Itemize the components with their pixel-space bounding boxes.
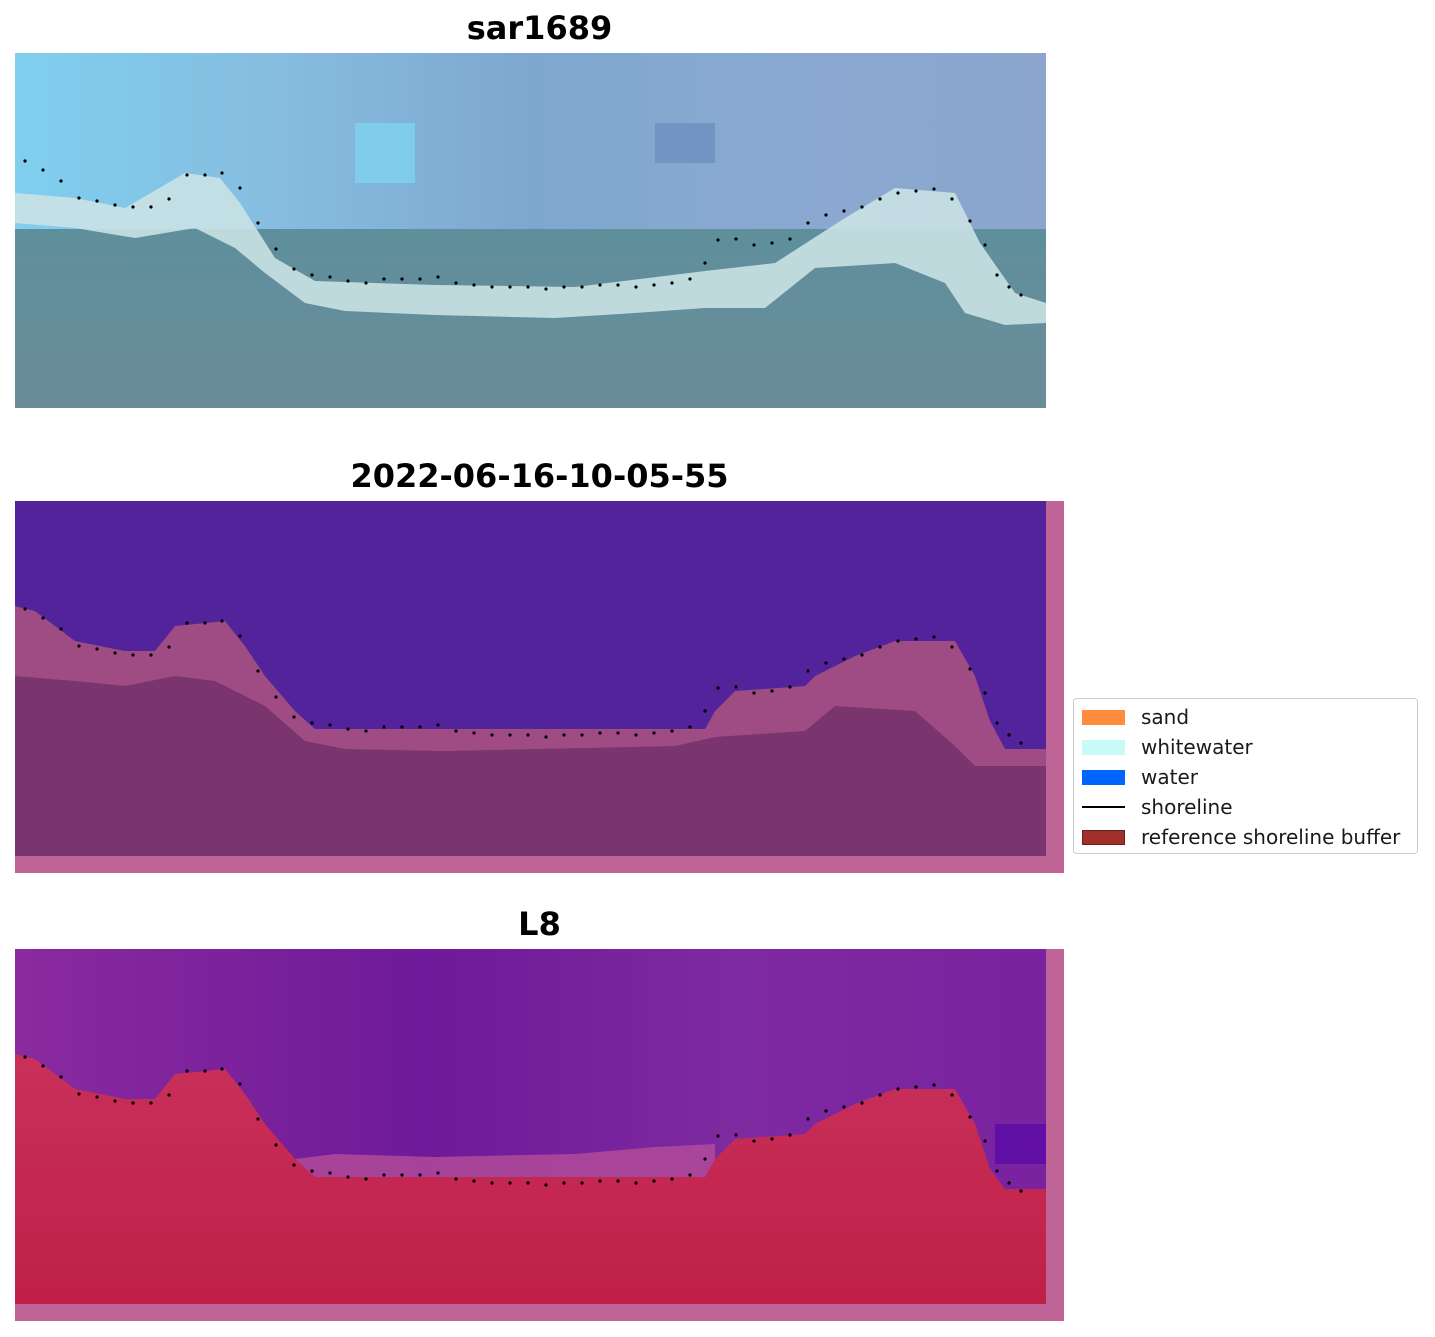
legend-item-water: water [1074, 761, 1417, 789]
panel-title-classified: 2022-06-16-10-05-55 [350, 457, 729, 495]
index-deep-patch [995, 1124, 1046, 1164]
legend-label-water: water [1141, 765, 1198, 789]
legend-item-whitewater: whitewater [1074, 731, 1417, 759]
water-swatch [1082, 770, 1125, 785]
panel-title-index: L8 [518, 905, 561, 943]
classified-image-panel [15, 501, 1064, 873]
index-image-panel [15, 949, 1064, 1321]
index-transition-band [295, 1144, 715, 1177]
index-shoreline-dots [23, 1055, 1023, 1193]
rgb-bright-patch [355, 123, 415, 183]
legend-item-sand: sand [1074, 701, 1417, 729]
sand-swatch [1082, 710, 1125, 725]
shoreline-line-swatch [1082, 806, 1125, 808]
legend: sand whitewater water shoreline referenc… [1073, 698, 1418, 854]
index-land-area [15, 1054, 1046, 1304]
classified-water-area [15, 501, 1046, 749]
reference-buffer-swatch [1082, 830, 1125, 845]
legend-item-reference-buffer: reference shoreline buffer [1074, 821, 1417, 849]
classified-transition-band [15, 606, 1046, 766]
legend-label-shoreline: shoreline [1141, 795, 1233, 819]
rgb-shoreline-dots [23, 159, 1023, 297]
rgb-surf-zone [15, 173, 1046, 325]
legend-item-shoreline: shoreline [1074, 791, 1417, 819]
panel-title-rgb: sar1689 [466, 9, 613, 47]
legend-label-reference-buffer: reference shoreline buffer [1141, 825, 1401, 849]
rgb-image-panel [15, 53, 1046, 408]
rgb-dark-patch [655, 123, 715, 163]
legend-label-sand: sand [1141, 705, 1190, 729]
whitewater-swatch [1082, 740, 1125, 755]
legend-label-whitewater: whitewater [1141, 735, 1253, 759]
classified-shoreline-dots [23, 607, 1023, 745]
